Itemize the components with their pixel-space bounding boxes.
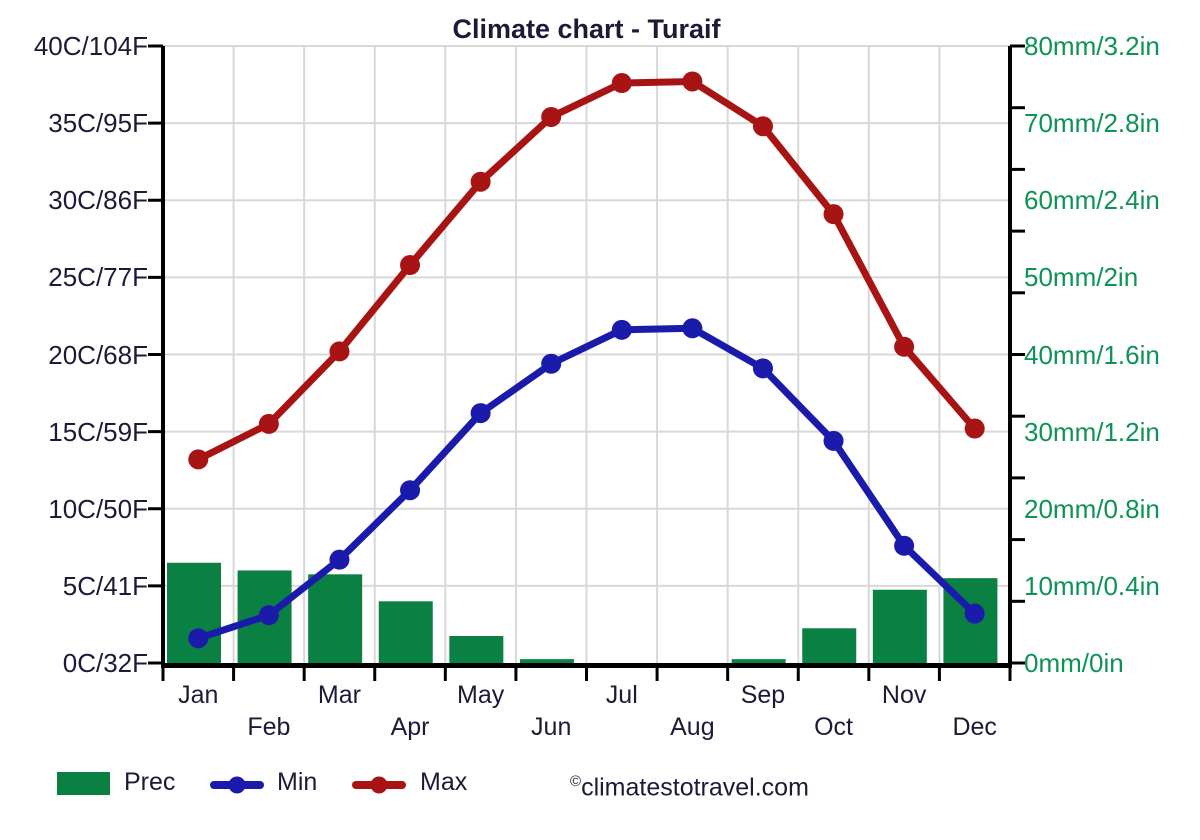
x-axis-month-label: Sep: [740, 681, 786, 709]
max-point: [400, 255, 421, 276]
max-point: [752, 116, 773, 137]
max-point: [541, 106, 562, 127]
min-line: [194, 324, 979, 642]
min-point: [682, 318, 703, 339]
y-axis-right-label: 60mm/2.4in: [1024, 185, 1160, 216]
min-point: [752, 358, 773, 379]
prec-bar: [308, 574, 363, 663]
y-axis-left-label: 20C/68F: [48, 339, 148, 370]
x-axis-month-label: Dec: [952, 713, 997, 741]
prec-bar: [519, 659, 574, 663]
x-axis-month-label: May: [457, 681, 505, 709]
prec-bar: [731, 659, 786, 663]
min-point: [329, 549, 350, 570]
x-axis-line: [161, 663, 1012, 668]
y-axis-left-label: 15C/59F: [48, 416, 148, 447]
x-axis-month-label: Apr: [390, 713, 430, 741]
max-line: [194, 77, 979, 463]
y-axis-right-label: 0mm/0in: [1024, 648, 1124, 678]
x-axis-month-label: Jan: [178, 681, 219, 709]
y-axis-right-label: 20mm/0.8in: [1024, 493, 1160, 524]
prec-bar: [167, 562, 221, 663]
x-axis-month-label: Feb: [247, 713, 291, 741]
max-point: [894, 336, 915, 357]
x-axis-month-label: Mar: [317, 681, 361, 709]
min-point: [470, 403, 491, 424]
x-axis-month-label: Jun: [531, 713, 572, 741]
max-point: [823, 204, 844, 225]
prec-bar: [872, 589, 927, 663]
prec-bar: [449, 636, 504, 663]
x-axis-month-label: Aug: [670, 713, 715, 741]
x-axis-month-label: Oct: [814, 713, 853, 741]
y-axis-left-label: 25C/77F: [48, 262, 148, 293]
max-point: [188, 449, 209, 470]
min-point: [188, 628, 209, 649]
y-axis-left-label: 0C/32F: [62, 648, 148, 678]
y-axis-right-label: 50mm/2in: [1024, 262, 1139, 293]
y-axis-right-label: 70mm/2.8in: [1024, 108, 1160, 139]
min-point: [611, 319, 632, 340]
y-axis-left-label: 30C/86F: [48, 185, 148, 216]
min-point: [823, 430, 844, 451]
y-axis-right-line: [1008, 46, 1012, 668]
y-axis-left-label: 5C/41F: [62, 570, 148, 601]
y-axis-right-label: 80mm/3.2in: [1024, 31, 1160, 61]
y-axis-left-label: 10C/50F: [48, 493, 148, 524]
min-point: [964, 603, 985, 624]
y-axis-left-label: 35C/95F: [48, 108, 148, 139]
max-point: [329, 341, 350, 362]
y-axis-left-label: 40C/104F: [33, 31, 148, 61]
max-point: [258, 413, 279, 434]
min-point: [258, 605, 279, 626]
max-point: [682, 71, 703, 92]
prec-bar: [378, 601, 433, 663]
max-point: [964, 418, 985, 439]
min-point: [400, 480, 421, 501]
prec-bar: [802, 628, 857, 663]
max-point: [470, 171, 491, 192]
y-axis-right-label: 30mm/1.2in: [1024, 416, 1160, 447]
min-point: [541, 353, 562, 374]
y-axis-left-line: [161, 46, 165, 668]
max-point: [611, 73, 632, 94]
min-point: [894, 535, 915, 556]
chart-title: Climate chart - Turaif: [452, 14, 721, 44]
x-axis-month-label: Nov: [881, 681, 927, 709]
y-axis-right-label: 10mm/0.4in: [1024, 570, 1160, 601]
x-axis-month-label: Jul: [605, 681, 638, 709]
y-axis-right-label: 40mm/1.6in: [1024, 339, 1160, 370]
